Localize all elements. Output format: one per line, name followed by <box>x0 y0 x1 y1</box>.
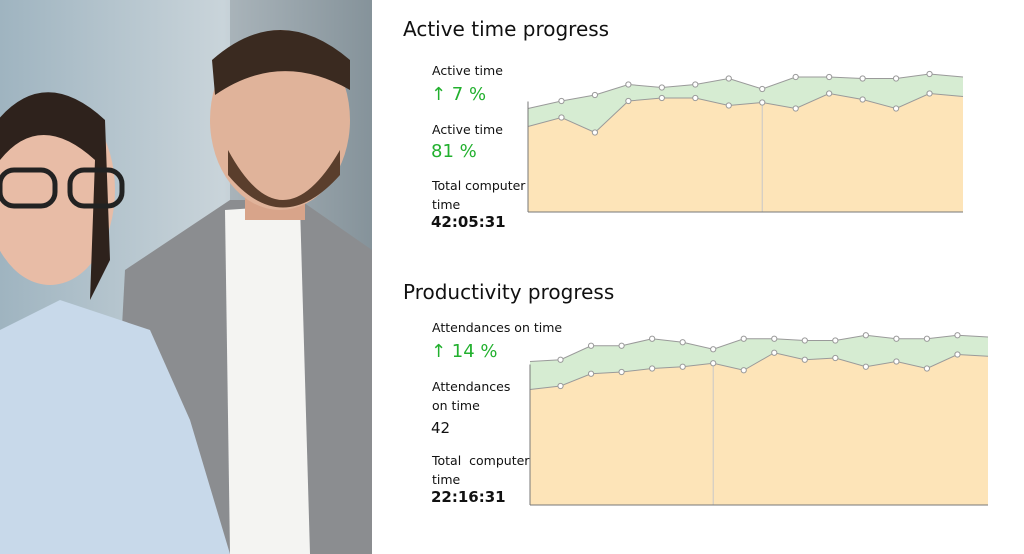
line <box>529 334 989 362</box>
point <box>832 337 839 344</box>
point <box>591 91 599 99</box>
point <box>558 114 565 121</box>
photo <box>0 0 372 554</box>
stat-label: Active time <box>432 122 503 137</box>
point <box>710 346 717 353</box>
point <box>649 365 656 372</box>
point <box>557 356 564 363</box>
stat-label: Total computer time <box>432 178 526 212</box>
point <box>557 382 564 390</box>
point <box>826 73 833 81</box>
point <box>679 363 686 370</box>
point <box>954 351 961 358</box>
point <box>725 102 732 109</box>
point <box>740 367 747 374</box>
point <box>771 349 778 356</box>
stat-value: 81 % <box>431 141 477 162</box>
stat-value: 22:16:31 <box>431 488 506 506</box>
stat-value: 42 <box>431 419 451 437</box>
point <box>740 335 747 342</box>
point <box>954 332 961 339</box>
stat-label: Attendances on time <box>432 379 511 413</box>
point <box>926 90 933 97</box>
stat-value: ↑ 7 % <box>431 84 487 105</box>
area <box>528 74 963 133</box>
panel-title: Productivity progress <box>403 280 615 304</box>
point <box>801 356 808 363</box>
stat-label: Active time <box>432 63 503 78</box>
point <box>893 335 900 342</box>
point <box>558 97 565 105</box>
point <box>692 94 699 102</box>
point <box>625 81 632 88</box>
area <box>528 93 963 212</box>
point <box>792 73 799 81</box>
line <box>527 73 964 109</box>
point <box>587 342 595 349</box>
point <box>923 365 931 372</box>
point <box>759 85 766 93</box>
point <box>892 75 900 82</box>
point <box>649 335 656 342</box>
point <box>826 90 833 97</box>
point <box>862 363 869 370</box>
point <box>892 105 900 112</box>
point <box>859 96 866 103</box>
area <box>530 352 988 505</box>
stat-value: ↑ 14 % <box>431 341 498 362</box>
point <box>859 75 866 82</box>
point <box>923 335 931 342</box>
line <box>529 352 989 390</box>
point <box>710 360 717 367</box>
panel-title: Active time progress <box>403 17 610 41</box>
point <box>801 337 808 344</box>
stat-label: Total computer time <box>432 453 534 487</box>
point <box>692 81 699 88</box>
point <box>771 335 778 342</box>
point <box>759 99 766 106</box>
point <box>893 358 900 365</box>
stat-label: Attendances on time <box>432 320 563 335</box>
point <box>658 84 665 91</box>
point <box>618 368 625 376</box>
point <box>625 97 632 105</box>
area <box>530 335 988 390</box>
point <box>658 94 665 102</box>
line <box>527 92 964 134</box>
point <box>679 339 686 346</box>
point <box>725 75 732 82</box>
point <box>862 332 869 339</box>
point <box>618 342 625 349</box>
point <box>587 370 595 377</box>
point <box>926 70 933 78</box>
point <box>832 354 839 362</box>
point <box>792 105 799 112</box>
stat-value: 42:05:31 <box>431 213 506 231</box>
point <box>591 129 599 136</box>
